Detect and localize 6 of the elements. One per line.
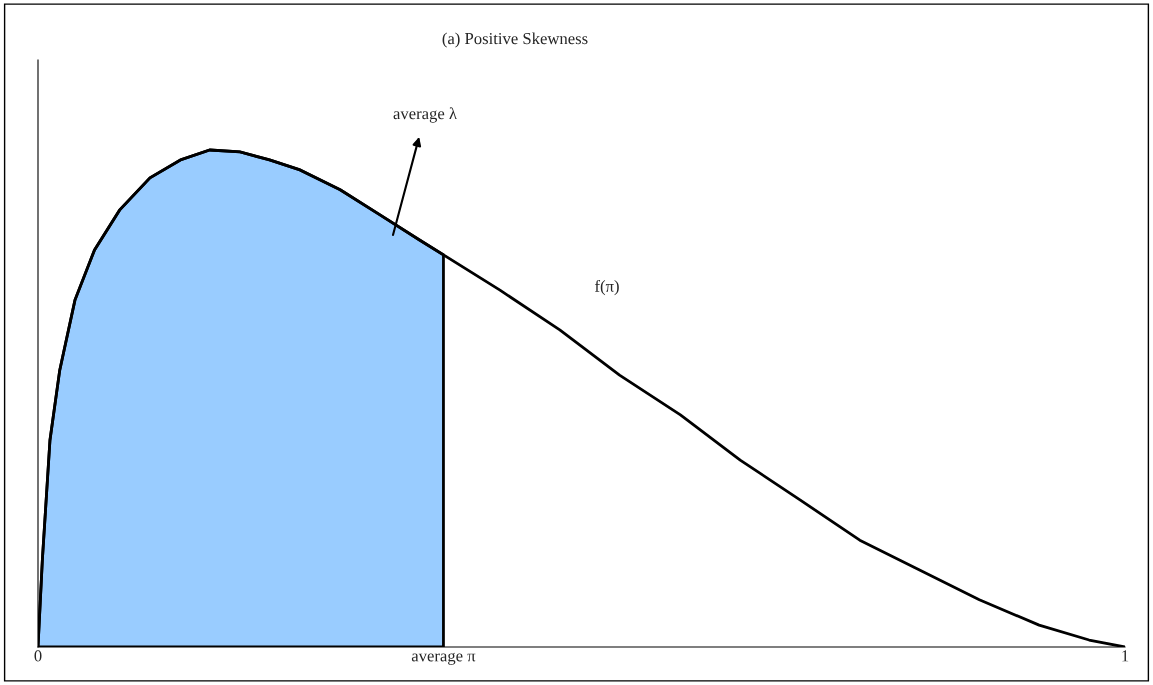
text: f(π)	[595, 279, 619, 296]
x-tick-label: 1	[1122, 650, 1129, 662]
x-tick-label: 0	[34, 650, 42, 662]
text: average λ	[393, 107, 457, 123]
chart-title: (a) Positive Skewness	[442, 32, 588, 48]
x-tick-label: average π	[411, 652, 476, 665]
